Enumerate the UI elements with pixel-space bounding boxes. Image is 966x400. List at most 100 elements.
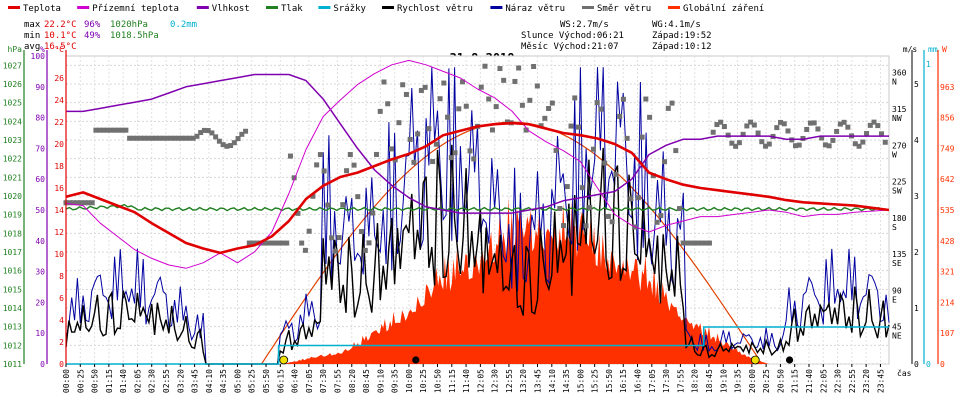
wind-direction-mark bbox=[332, 248, 338, 254]
x-axis-tick: 12:05 bbox=[476, 369, 485, 393]
wind-direction-mark bbox=[815, 126, 821, 132]
wind-direction-mark bbox=[512, 78, 518, 84]
wind-direction-mark bbox=[299, 240, 305, 246]
radiation-axis-tick: 749 bbox=[940, 144, 955, 153]
temperature-line bbox=[65, 121, 890, 255]
wind-direction-mark bbox=[796, 142, 802, 148]
direction-tick: 180 bbox=[892, 214, 907, 223]
radiation-axis-tick: 642 bbox=[940, 175, 955, 184]
temperature-axis-tick: 24 bbox=[54, 96, 64, 105]
x-axis-tick: 20:25 bbox=[762, 369, 771, 393]
wind-direction-mark bbox=[882, 139, 888, 145]
wind-direction-mark bbox=[209, 130, 215, 136]
wind-direction-mark bbox=[673, 148, 679, 154]
x-axis-tick: 07:55 bbox=[333, 369, 342, 393]
direction-label: S bbox=[892, 223, 897, 232]
wind-direction-mark bbox=[635, 195, 641, 201]
wind-direction-mark bbox=[710, 129, 716, 135]
humidity-axis-tick: 40 bbox=[35, 237, 45, 246]
wind-axis-tick: 0 bbox=[914, 360, 919, 369]
wind-direction-mark bbox=[677, 206, 683, 212]
wind-direction-mark bbox=[691, 240, 697, 246]
wind-direction-mark bbox=[127, 135, 133, 141]
stat-max-label: max bbox=[24, 20, 41, 30]
direction-tick: 135 bbox=[892, 250, 907, 259]
wind-direction-mark bbox=[647, 114, 653, 120]
wind-direction-mark bbox=[310, 193, 316, 199]
direction-label: NW bbox=[892, 114, 902, 123]
wind-direction-mark bbox=[684, 240, 690, 246]
x-axis-tick: 02:05 bbox=[133, 369, 142, 393]
x-axis-tick: 15:50 bbox=[605, 369, 614, 393]
legend-swatch bbox=[490, 6, 503, 9]
wind-direction-mark bbox=[598, 106, 604, 112]
wind-direction-mark bbox=[587, 205, 593, 211]
x-axis-tick: 06:15 bbox=[276, 369, 285, 393]
wind-direction-mark bbox=[497, 66, 503, 72]
wind-direction-mark bbox=[82, 200, 88, 206]
wind-direction-mark bbox=[639, 134, 645, 140]
axes: 1011101210131014101510161017101810191020… bbox=[3, 45, 955, 393]
wind-direction-mark bbox=[370, 210, 376, 216]
direction-tick: 270 bbox=[892, 141, 907, 150]
x-axis-tick: 21:15 bbox=[791, 369, 800, 393]
stat-max-rain: 0.2mm bbox=[170, 20, 197, 30]
wind-direction-mark bbox=[774, 125, 780, 131]
wind-direction-mark bbox=[744, 123, 750, 129]
humidity-axis-tick: 20 bbox=[35, 298, 45, 307]
wind-direction-mark bbox=[437, 96, 443, 102]
x-axis-tick: 13:45 bbox=[534, 369, 543, 393]
x-axis-tick: 16:15 bbox=[619, 369, 628, 393]
wind-direction-mark bbox=[272, 240, 278, 246]
pressure-axis-tick: 1012 bbox=[3, 341, 22, 350]
legend-label: Teplota bbox=[23, 4, 61, 14]
pressure-axis-tick: 1015 bbox=[3, 285, 22, 294]
wind-direction-mark bbox=[411, 159, 417, 165]
wind-direction-mark bbox=[519, 102, 525, 108]
x-axis-tick: 19:10 bbox=[719, 369, 728, 393]
wind-direction-mark bbox=[759, 139, 765, 145]
legend-swatch bbox=[266, 6, 278, 9]
info-ws: WS:2.7m/s bbox=[560, 20, 609, 30]
wind-direction-mark bbox=[145, 135, 151, 141]
x-axis-tick: 18:45 bbox=[705, 369, 714, 393]
direction-label: NE bbox=[892, 332, 902, 341]
wind-direction-mark bbox=[78, 200, 84, 206]
radiation-axis-tick: 214 bbox=[940, 298, 955, 307]
wind-direction-mark bbox=[680, 240, 686, 246]
wind-direction-mark bbox=[856, 143, 862, 149]
wind-direction-mark bbox=[243, 128, 249, 134]
temperature-axis-tick: 26 bbox=[54, 74, 64, 83]
legend-swatch bbox=[382, 6, 394, 9]
humidity-axis-tick: 0 bbox=[40, 360, 45, 369]
wind-direction-mark bbox=[729, 140, 735, 146]
wind-direction-mark bbox=[830, 137, 836, 143]
wind-direction-mark bbox=[164, 135, 170, 141]
wind-direction-mark bbox=[553, 147, 559, 153]
direction-label: SW bbox=[892, 187, 902, 196]
x-axis-tick: 15:25 bbox=[591, 369, 600, 393]
wind-direction-mark bbox=[220, 142, 226, 148]
wind-direction-mark bbox=[504, 119, 510, 125]
wind-direction-mark bbox=[160, 135, 166, 141]
wind-direction-mark bbox=[609, 219, 615, 225]
wind-direction-mark bbox=[688, 240, 694, 246]
wind-direction-mark bbox=[467, 148, 473, 154]
rain-axis-tick: 0 bbox=[926, 360, 931, 369]
wind-direction-mark bbox=[291, 175, 297, 181]
temperature-axis-tick: 22 bbox=[54, 118, 64, 127]
pressure-axis-tick: 1016 bbox=[3, 267, 22, 276]
pressure-axis-tick: 1017 bbox=[3, 248, 22, 257]
x-axis-tick: 22:05 bbox=[819, 369, 828, 393]
info-moon: Měsíc Východ:21:07 bbox=[521, 42, 619, 52]
stat-min-label: min bbox=[24, 31, 40, 41]
pressure-axis-tick: 1021 bbox=[3, 173, 22, 182]
wind-direction-mark bbox=[864, 131, 870, 137]
wind-direction-mark bbox=[112, 127, 118, 133]
legend-label: Srážky bbox=[333, 4, 366, 14]
plot-area bbox=[63, 55, 890, 365]
wind-direction-mark bbox=[482, 63, 488, 69]
radiation-axis-tick: 963 bbox=[940, 83, 955, 92]
stat-min-hum: 49% bbox=[84, 31, 101, 41]
wind-direction-mark bbox=[534, 83, 540, 89]
